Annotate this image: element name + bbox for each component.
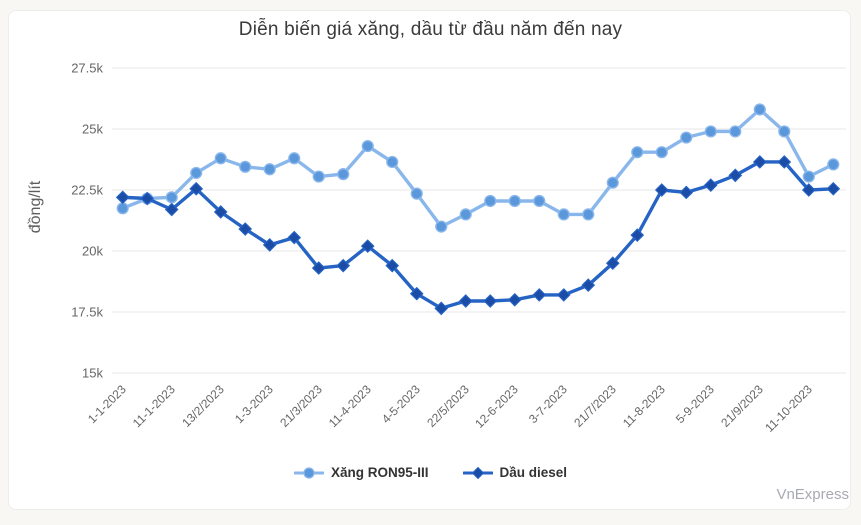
data-point[interactable] — [214, 152, 227, 165]
data-point[interactable] — [287, 230, 302, 245]
data-point[interactable] — [752, 155, 767, 169]
data-point[interactable] — [435, 220, 448, 233]
data-point[interactable] — [630, 228, 645, 242]
data-point[interactable] — [410, 187, 423, 200]
data-point[interactable] — [679, 185, 694, 200]
y-axis-tick-label: 25k — [82, 122, 103, 137]
data-point[interactable] — [557, 208, 570, 221]
x-axis-tick-label: 21/3/2023 — [277, 382, 325, 430]
data-point[interactable] — [777, 155, 792, 169]
x-axis-tick-label: 5-9-2023 — [673, 382, 717, 426]
x-axis-tick-label: 11-10-2023 — [762, 382, 815, 435]
data-point[interactable] — [729, 125, 742, 138]
chart-legend: Xăng RON95-III Dầu diesel — [0, 465, 861, 480]
data-point[interactable] — [164, 202, 179, 217]
vnexpress-watermark: VnExpress — [776, 486, 849, 503]
data-point[interactable] — [190, 166, 203, 180]
legend-item-ron95[interactable]: Xăng RON95-III — [293, 465, 429, 480]
data-point[interactable] — [778, 125, 791, 138]
x-axis-tick-label: 12-6-2023 — [472, 382, 521, 431]
data-point[interactable] — [165, 191, 178, 204]
data-point[interactable] — [386, 155, 399, 169]
data-point[interactable] — [213, 205, 228, 219]
data-point[interactable] — [703, 178, 718, 192]
x-axis-tick-label: 4-5-2023 — [379, 382, 423, 426]
data-point[interactable] — [459, 208, 472, 221]
data-point[interactable] — [654, 183, 669, 197]
legend-item-diesel[interactable]: Dầu diesel — [462, 465, 568, 480]
y-axis-tick-label: 22.5k — [71, 183, 103, 198]
data-point[interactable] — [655, 146, 668, 159]
x-axis-tick-label: 22/5/2023 — [424, 382, 472, 430]
x-axis-tick-label: 11-1-2023 — [130, 382, 178, 430]
data-point[interactable] — [801, 183, 816, 197]
data-point[interactable] — [802, 170, 815, 183]
data-point[interactable] — [434, 301, 449, 316]
data-point[interactable] — [533, 194, 546, 208]
data-point[interactable] — [631, 146, 644, 159]
data-point[interactable] — [360, 239, 375, 253]
legend-label-diesel: Dầu diesel — [499, 465, 568, 480]
data-point[interactable] — [189, 181, 204, 196]
data-point[interactable] — [238, 222, 253, 236]
data-point[interactable] — [115, 190, 130, 205]
data-point[interactable] — [556, 288, 571, 302]
data-point[interactable] — [262, 238, 277, 252]
data-point[interactable] — [728, 168, 743, 183]
data-point[interactable] — [827, 158, 840, 171]
data-point[interactable] — [116, 202, 129, 215]
data-point[interactable] — [484, 194, 497, 208]
data-point[interactable] — [337, 168, 350, 181]
x-axis-tick-label: 13/2/2023 — [179, 382, 227, 430]
data-point[interactable] — [507, 292, 522, 307]
data-point[interactable] — [361, 139, 374, 153]
data-point[interactable] — [336, 258, 351, 273]
x-axis-tick-label: 1-3-2023 — [232, 382, 276, 426]
x-axis-tick-label: 21/9/2023 — [718, 382, 766, 430]
data-point[interactable] — [582, 208, 595, 221]
data-point[interactable] — [311, 261, 326, 275]
data-point[interactable] — [483, 294, 498, 308]
x-axis-tick-label: 11-4-2023 — [326, 382, 374, 430]
y-axis-tick-label: 27.5k — [71, 61, 103, 76]
data-point[interactable] — [532, 288, 547, 302]
data-point[interactable] — [458, 294, 473, 308]
data-point[interactable] — [680, 131, 693, 144]
data-point[interactable] — [239, 160, 252, 173]
legend-label-ron95: Xăng RON95-III — [330, 465, 429, 480]
x-axis-tick-label: 3-7-2023 — [526, 382, 570, 426]
data-point[interactable] — [606, 176, 619, 189]
data-point[interactable] — [263, 163, 276, 176]
y-axis-tick-label: 15k — [82, 366, 103, 381]
x-axis-tick-label: 1-1-2023 — [85, 382, 129, 426]
series-line-1 — [120, 160, 835, 310]
series-line-0 — [120, 107, 835, 229]
data-point[interactable] — [605, 256, 620, 271]
legend-circle-marker-icon — [293, 466, 324, 479]
data-point[interactable] — [704, 125, 717, 138]
data-point[interactable] — [409, 286, 424, 301]
data-point[interactable] — [753, 103, 766, 116]
data-point[interactable] — [508, 194, 521, 208]
x-axis-tick-label: 11-8-2023 — [620, 382, 668, 430]
chart-card — [8, 10, 851, 510]
data-point[interactable] — [581, 278, 596, 293]
data-point[interactable] — [826, 181, 841, 196]
data-point[interactable] — [312, 170, 325, 183]
legend-diamond-marker-icon — [462, 466, 493, 479]
data-point[interactable] — [385, 258, 400, 273]
x-axis-tick-label: 21/7/2023 — [571, 382, 619, 430]
y-axis-tick-label: 17.5k — [71, 305, 103, 320]
data-point[interactable] — [140, 191, 155, 206]
data-point[interactable] — [288, 152, 301, 165]
chart-title: Diễn biến giá xăng, dầu từ đầu năm đến n… — [238, 19, 623, 40]
y-axis-tick-label: 20k — [82, 244, 103, 259]
